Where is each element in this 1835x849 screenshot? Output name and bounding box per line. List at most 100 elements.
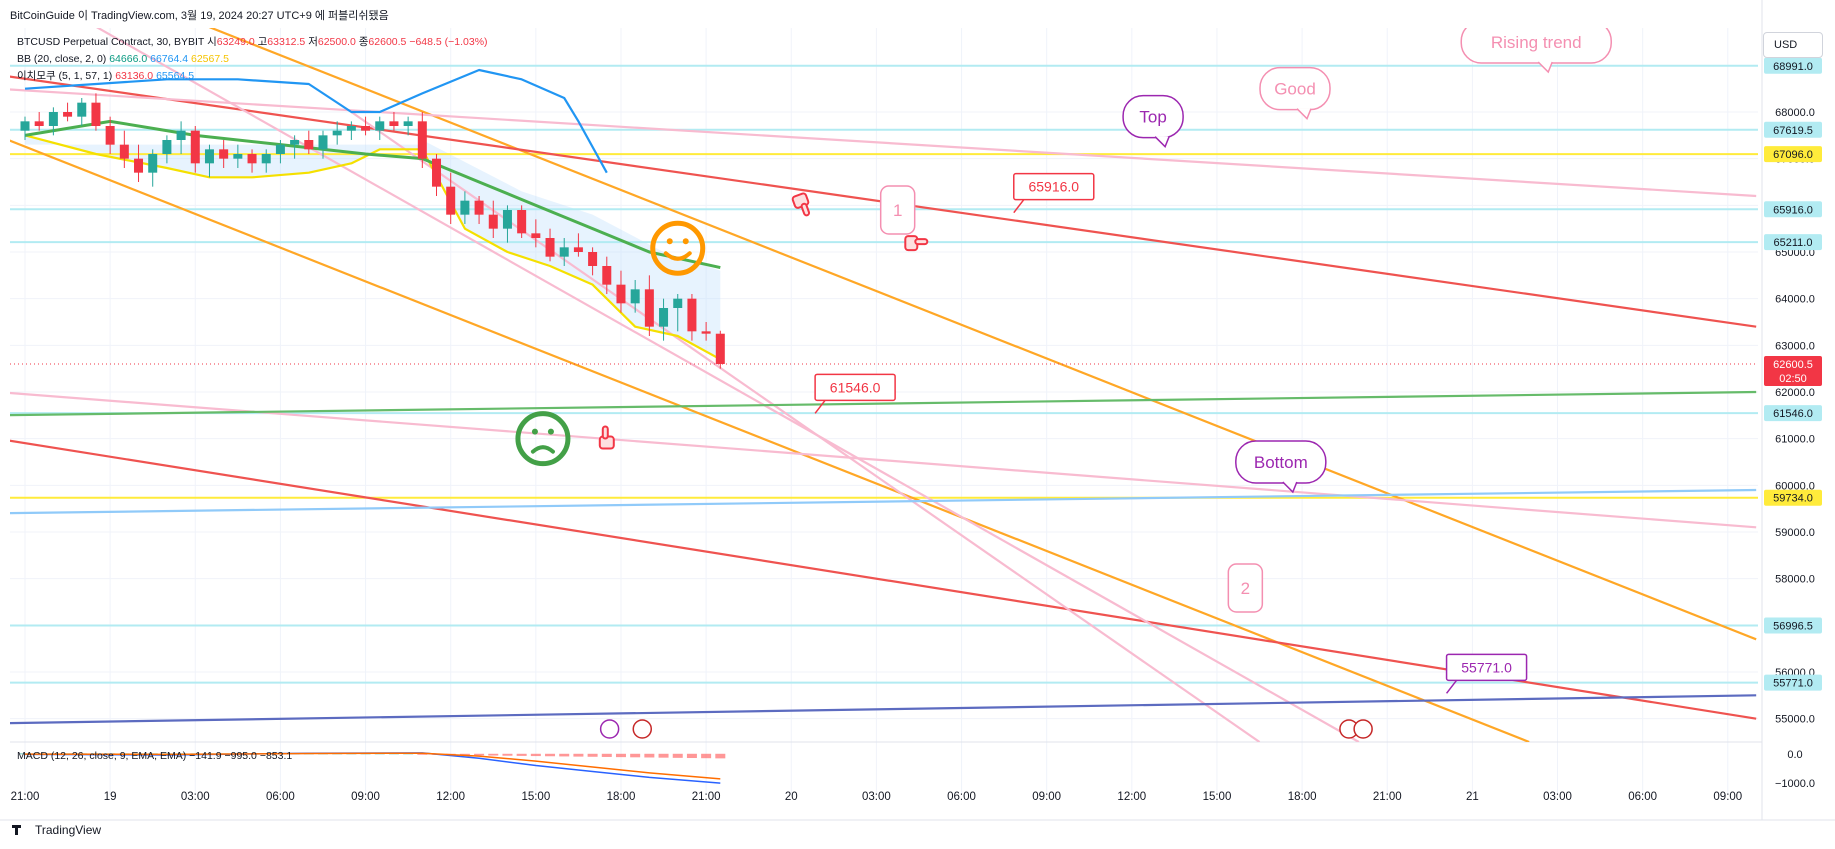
price-note-frame: [814, 373, 896, 402]
tradingview-logo-icon: [12, 825, 30, 835]
candle: [502, 205, 512, 243]
price-level-badge-bg: [1764, 489, 1822, 506]
callout-bubble-tail: [1154, 136, 1170, 149]
candle: [105, 116, 115, 154]
ichimoku-b-value: 65564.5: [156, 70, 195, 82]
ohlc-close-label: 종: [358, 36, 369, 48]
time-tick-label: 15:00: [1203, 791, 1232, 803]
price-level-badge-text: 68991.0: [1773, 61, 1813, 73]
macd-signal-line: [24, 752, 721, 780]
callout-bubble: Top: [1122, 94, 1184, 149]
candle: [375, 116, 385, 140]
candle-body: [644, 289, 654, 327]
candle: [559, 238, 569, 266]
candle: [190, 126, 200, 173]
candle-body: [219, 149, 229, 159]
candle-body: [488, 214, 498, 229]
candle: [204, 144, 214, 178]
price-tick-label: 61000.0: [1775, 434, 1815, 446]
ohlc-high-value: 63312.5: [267, 36, 306, 48]
candle-body: [474, 200, 484, 215]
chart-legend: BTCUSD Perpetual Contract, 30, BYBIT 시63…: [17, 34, 488, 85]
candle: [247, 149, 257, 173]
macd-histogram-bar: [601, 753, 612, 757]
macd-histogram-bar: [672, 753, 683, 758]
price-note-frame: [1445, 653, 1528, 682]
candle-body: [573, 247, 583, 252]
time-tick-label: 21:00: [692, 791, 721, 803]
candle-body: [134, 158, 144, 173]
ichimoku-legend-row[interactable]: 이치모쿠 (5, 1, 57, 1) 63136.0 65564.5: [17, 68, 488, 85]
ohlc-change: −648.5 (−1.03%): [409, 36, 488, 48]
time-tick-label: 09:00: [1713, 791, 1742, 803]
macd-legend-row[interactable]: MACD (12, 26, close, 9, EMA, EMA) −141.9…: [17, 750, 292, 762]
candle-body: [290, 140, 300, 145]
candle: [403, 116, 413, 136]
price-level-badge-bg: [1764, 121, 1822, 138]
candle: [545, 228, 555, 262]
candle: [687, 294, 697, 341]
candle-body: [77, 102, 87, 117]
candle: [346, 121, 356, 140]
candle: [304, 130, 314, 154]
candle-body: [275, 144, 285, 154]
candle: [659, 298, 669, 341]
callout-text: Rising trend: [1491, 33, 1582, 52]
price-level-badge-bg: [1764, 57, 1822, 74]
us-flag-event-icon: [632, 719, 653, 739]
tradingview-footer[interactable]: TradingView: [12, 823, 101, 837]
price-tick-label: 60000.0: [1775, 480, 1815, 492]
candle-body: [247, 154, 257, 164]
price-level-badge-text: 67096.0: [1773, 149, 1813, 161]
ichimoku-yellow-line: [24, 134, 721, 361]
sad-face-icon: [515, 411, 571, 467]
ohlc-close-value: 62600.5: [368, 36, 407, 48]
price-note-leader: [1013, 199, 1025, 214]
time-tick-label: 18:00: [607, 791, 636, 803]
current-price-badge-bg: [1764, 355, 1822, 386]
candle-body: [20, 121, 30, 131]
pointing-hand-right-icon: [904, 235, 929, 252]
happy-face-icon-eye: [682, 238, 689, 245]
candle: [361, 116, 371, 136]
happy-face-icon-ring: [650, 220, 706, 276]
price-level-badge: 59734.0: [1764, 489, 1822, 506]
sad-face-icon-eye: [531, 428, 538, 435]
happy-face-icon-eye: [666, 238, 673, 245]
price-note-leader: [814, 399, 826, 414]
ichimoku-blue-line: [24, 68, 608, 174]
price-level-badge-bg: [1764, 201, 1822, 218]
currency-button[interactable]: USD: [1763, 32, 1823, 58]
macd-line-value: −995.0: [224, 750, 257, 762]
candle-body: [233, 154, 243, 159]
candle-body: [91, 102, 101, 126]
macd-hist-value: −141.9: [189, 750, 222, 762]
macd-histogram-bar: [573, 753, 584, 757]
trend-line: [10, 391, 1757, 529]
macd-signal-value: −853.1: [259, 750, 293, 762]
bb-legend-row[interactable]: BB (20, close, 2, 0) 64666.0 66764.4 625…: [17, 51, 488, 68]
macd-histogram-bar: [559, 753, 570, 757]
candle: [290, 135, 300, 159]
trend-line: [10, 488, 1757, 515]
candle: [34, 112, 44, 131]
symbol-legend-row[interactable]: BTCUSD Perpetual Contract, 30, BYBIT 시63…: [17, 34, 488, 51]
price-level-badge-text: 59734.0: [1773, 493, 1813, 505]
time-tick-label: 15:00: [521, 791, 550, 803]
candle-body: [261, 154, 271, 164]
price-level-badge-bg: [1764, 146, 1822, 163]
price-note: 61546.0: [814, 373, 896, 414]
publish-caption: BitCoinGuide 이 TradingView.com, 3월 19, 2…: [10, 10, 389, 22]
bb-upper-value: 66764.4: [150, 53, 189, 65]
candle: [318, 130, 328, 159]
ichimoku-a-value: 63136.0: [115, 70, 154, 82]
candle-body: [446, 186, 456, 215]
candle-body: [389, 121, 399, 126]
macd-histogram-bar: [20, 753, 30, 755]
sad-face-icon-eye: [547, 428, 554, 435]
macd-tick-label: −1000.0: [1775, 778, 1815, 790]
macd-histogram-bar: [644, 753, 655, 758]
candle: [517, 205, 527, 238]
